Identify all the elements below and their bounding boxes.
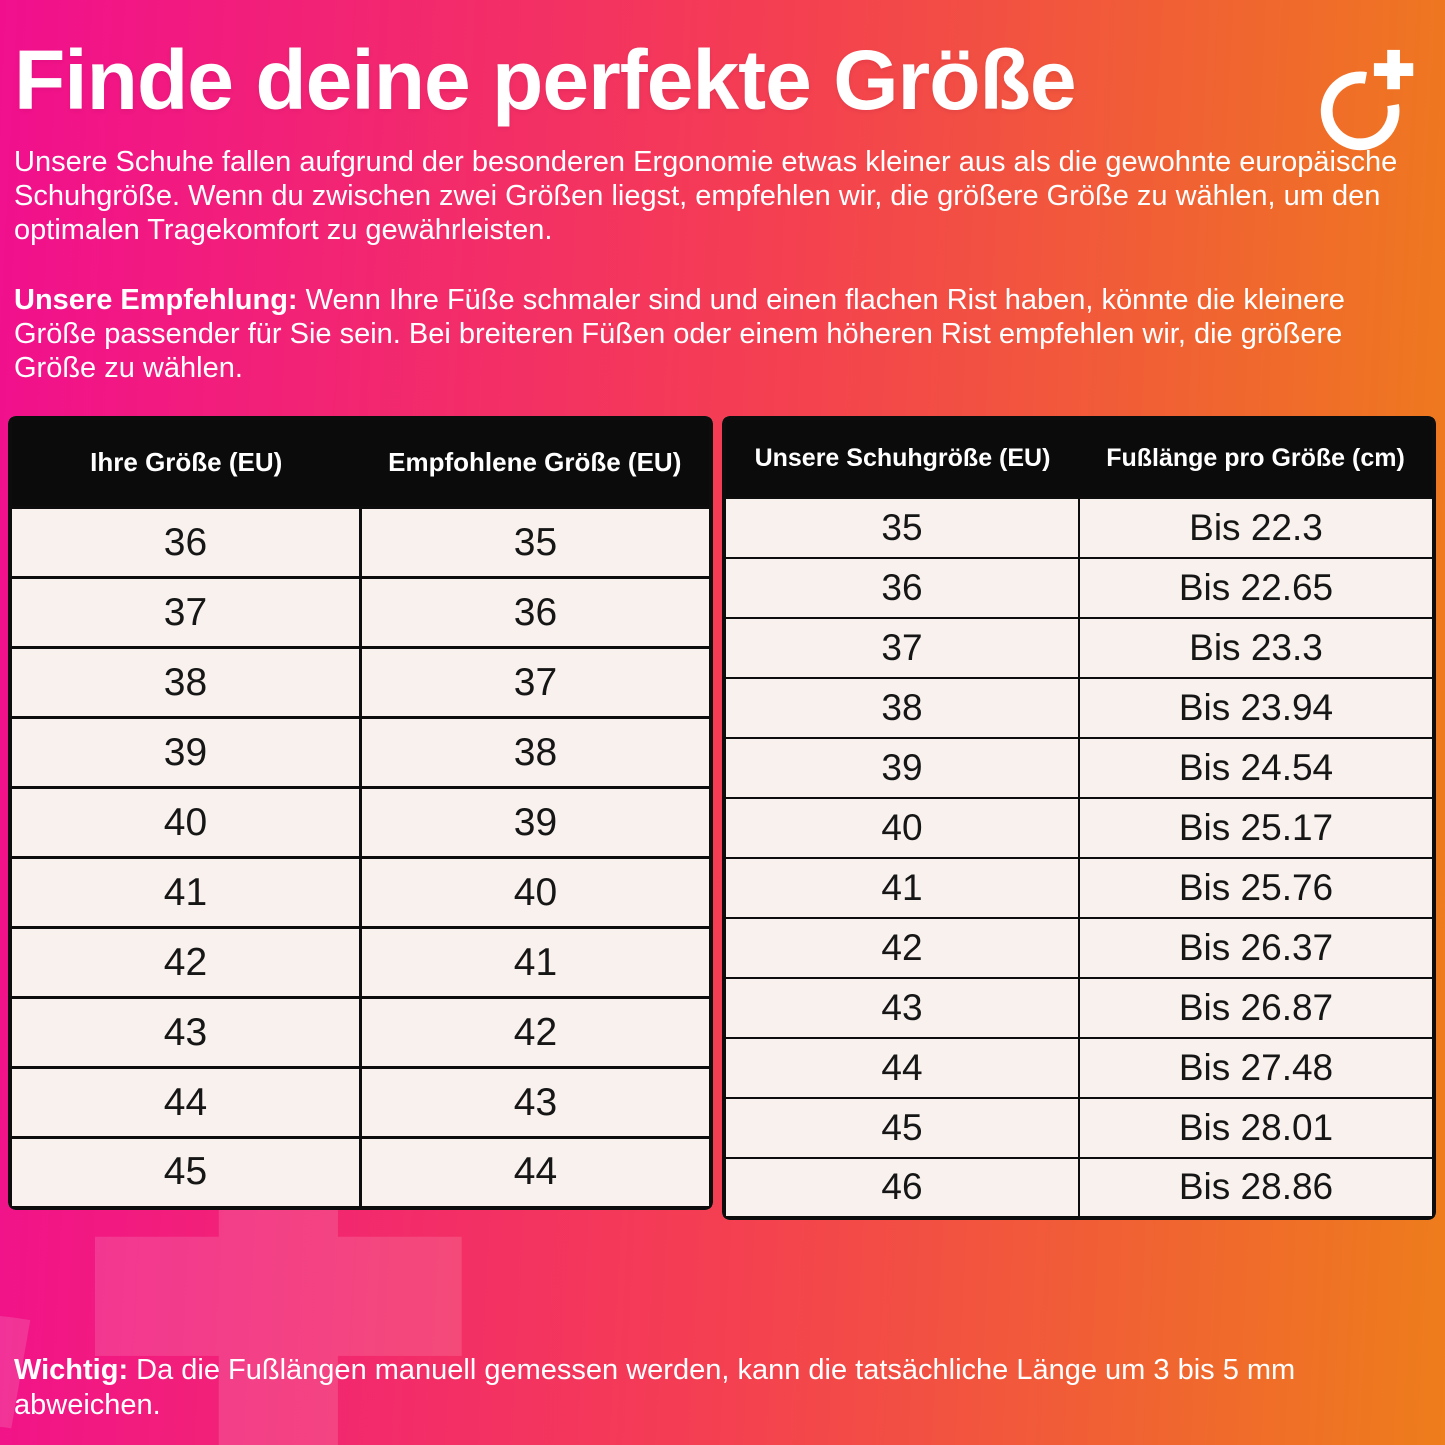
intro-text: Unsere Schuhe fallen aufgrund der besond… [14,146,1398,247]
table-row: 41 Bis 25.76 [723,856,1435,919]
table-cell: 44 [359,1136,713,1210]
table-cell: 44 [8,1066,362,1140]
table-cell: Bis 23.3 [1078,616,1435,679]
table-cell: 42 [359,996,713,1070]
column-header-your-size: Ihre Größe (EU) [10,417,361,508]
table-cell: Bis 24.54 [1078,736,1435,799]
table-cell: 43 [723,976,1080,1039]
table-cell: 39 [8,716,362,790]
recommendation-text: Wenn Ihre Füße schmaler sind und einen f… [14,283,1345,384]
table-cell: 39 [723,736,1080,799]
footnote-label: Wichtig: [14,1354,129,1386]
table-cell: 36 [723,556,1080,619]
column-header-recommended-size: Empfohlene Größe (EU) [360,417,711,508]
table-row: 43 42 [8,996,713,1070]
table-cell: Bis 28.86 [1078,1156,1435,1219]
table-cell: Bis 25.76 [1078,856,1435,919]
table-row: 40 39 [8,786,713,860]
table-cell: 35 [723,496,1080,559]
table-row: 46 Bis 28.86 [723,1156,1435,1219]
table-row: 37 36 [8,576,713,650]
table-cell: 42 [8,926,362,1000]
table-cell: 38 [359,716,713,790]
table-cell: 36 [359,576,713,650]
footnote-paragraph: Wichtig: Da die Fußlängen manuell gemess… [14,1353,1414,1423]
table-cell: 35 [359,506,713,580]
table-row: 43 Bis 26.87 [723,976,1435,1039]
table-row: 45 44 [8,1136,713,1210]
content-area: Finde deine perfekte Größe Unsere Schuhe… [0,33,1445,1421]
foot-length-table: Unsere Schuhgröße (EU) Fußlänge pro Größ… [722,415,1436,1220]
table-row: 45 Bis 28.01 [723,1096,1435,1159]
table-cell: 45 [723,1096,1080,1159]
table-cell: 41 [359,926,713,1000]
table-row: 42 41 [8,926,713,1000]
footnote-text: Da die Fußlängen manuell gemessen werden… [14,1354,1296,1421]
table-row: 36 35 [8,506,713,580]
table-header-row: Unsere Schuhgröße (EU) Fußlänge pro Größ… [724,417,1434,498]
foot-length-table-wrap: Unsere Schuhgröße (EU) Fußlänge pro Größ… [722,415,1436,1220]
table-cell: 44 [723,1036,1080,1099]
table-cell: 38 [8,646,362,720]
table-row: 37 Bis 23.3 [723,616,1435,679]
table-cell: 43 [8,996,362,1070]
table-row: 38 37 [8,646,713,720]
table-cell: 40 [359,856,713,930]
table-row: 38 Bis 23.94 [723,676,1435,739]
recommendation-paragraph: Unsere Empfehlung: Wenn Ihre Füße schmal… [14,284,1424,386]
table-cell: 40 [723,796,1080,859]
table-row: 39 38 [8,716,713,790]
table-cell: 36 [8,506,362,580]
table-cell: 37 [8,576,362,650]
table-row: 39 Bis 24.54 [723,736,1435,799]
table-row: 36 Bis 22.65 [723,556,1435,619]
table-cell: 41 [8,856,362,930]
size-tables-section: Ihre Größe (EU) Empfohlene Größe (EU) 36… [8,415,1437,1220]
table-cell: 40 [8,786,362,860]
table-cell: Bis 26.37 [1078,916,1435,979]
table-row: 42 Bis 26.37 [723,916,1435,979]
table-cell: 38 [723,676,1080,739]
table-cell: Bis 23.94 [1078,676,1435,739]
brand-logo-icon [1309,44,1427,162]
column-header-foot-length: Fußlänge pro Größe (cm) [1079,417,1434,498]
table-cell: 37 [359,646,713,720]
column-header-our-shoe-size: Unsere Schuhgröße (EU) [724,417,1079,498]
table-cell: 42 [723,916,1080,979]
table-cell: 45 [8,1136,362,1210]
table-cell: 39 [359,786,713,860]
table-cell: Bis 25.17 [1078,796,1435,859]
size-conversion-table-wrap: Ihre Größe (EU) Empfohlene Größe (EU) 36… [8,415,713,1210]
table-cell: 37 [723,616,1080,679]
table-cell: Bis 26.87 [1078,976,1435,1039]
page-title: Finde deine perfekte Größe [14,33,1077,127]
table-cell: Bis 22.65 [1078,556,1435,619]
table-row: 41 40 [8,856,713,930]
table-cell: Bis 27.48 [1078,1036,1435,1099]
table-cell: Bis 22.3 [1078,496,1435,559]
table-row: 44 43 [8,1066,713,1140]
table-header-row: Ihre Größe (EU) Empfohlene Größe (EU) [10,417,711,508]
table-cell: 41 [723,856,1080,919]
table-row: 35 Bis 22.3 [723,496,1435,559]
recommendation-label: Unsere Empfehlung: [14,283,298,316]
table-row: 44 Bis 27.48 [723,1036,1435,1099]
size-conversion-table: Ihre Größe (EU) Empfohlene Größe (EU) 36… [8,415,713,1210]
table-row: 40 Bis 25.17 [723,796,1435,859]
table-cell: Bis 28.01 [1078,1096,1435,1159]
table-cell: 46 [723,1156,1080,1219]
table-cell: 43 [359,1066,713,1140]
